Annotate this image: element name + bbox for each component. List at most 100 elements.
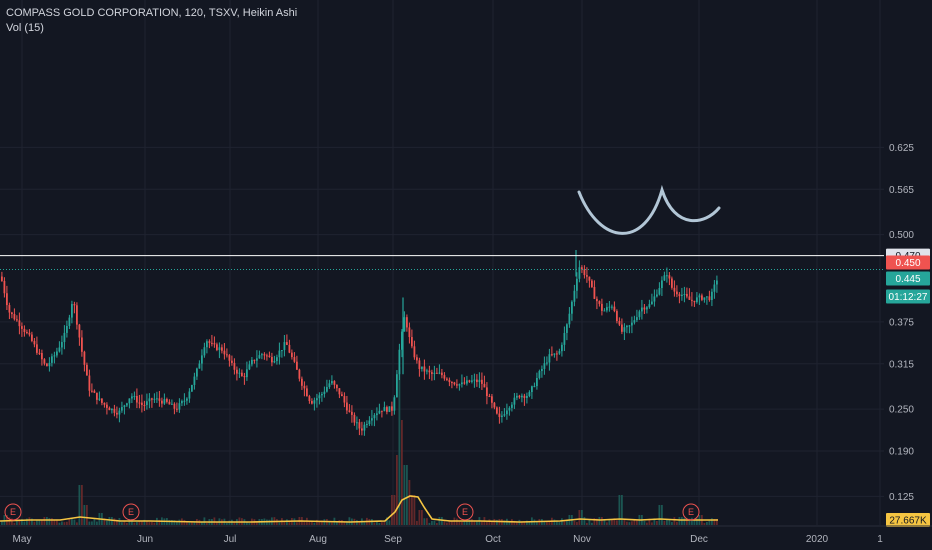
candle-body (473, 379, 476, 381)
candle-body (406, 317, 408, 328)
volume-bar (411, 495, 413, 525)
volume-bar (668, 519, 671, 525)
candle-body (303, 385, 306, 389)
candle-body (633, 320, 636, 323)
candle-body (236, 369, 238, 374)
volume-bar (386, 517, 388, 525)
candle-body (463, 382, 466, 384)
candle-body (231, 360, 233, 363)
volume-bar (431, 521, 433, 525)
volume-tag-bg (886, 513, 930, 527)
volume-bar (331, 522, 333, 525)
volume-legend[interactable]: Vol (15) (6, 22, 44, 34)
time-label: Nov (573, 534, 591, 545)
candle-body (576, 278, 578, 291)
drawing-overlays (0, 184, 884, 271)
volume-bar (171, 520, 173, 525)
candle-body (528, 392, 531, 396)
candle-body (193, 376, 196, 385)
candle-body (41, 353, 43, 360)
volume-bar (443, 521, 446, 525)
candle-body (73, 304, 76, 306)
candle-body (113, 408, 116, 413)
volume-bar (686, 520, 688, 525)
candle-body (423, 366, 426, 372)
candle-body (366, 423, 368, 425)
volume-bar (558, 522, 561, 525)
volume-bar (358, 521, 361, 525)
volume-bar (173, 520, 176, 525)
candle-body (46, 363, 48, 367)
candle-body (143, 405, 146, 407)
volume-bar (108, 517, 111, 525)
candle-body (451, 382, 453, 384)
volume-bar (286, 519, 288, 525)
volume-bar (336, 522, 338, 525)
candle-body (438, 372, 441, 374)
volume-bar (586, 522, 588, 525)
volume-bar (391, 495, 393, 525)
volume-bar (363, 522, 366, 525)
volume-bar (256, 521, 258, 525)
candle-body (623, 327, 626, 332)
earnings-marker (456, 503, 474, 521)
candle-body (663, 275, 666, 281)
candle-body (698, 295, 701, 298)
symbol-title[interactable]: COMPASS GOLD CORPORATION, 120, TSXV, Hei… (6, 7, 298, 19)
candle-body (38, 352, 41, 354)
candle-body (486, 387, 488, 397)
candle-body (248, 364, 251, 370)
candle-body (106, 404, 108, 408)
candle-body (201, 355, 203, 364)
candle-body (156, 398, 158, 400)
time-label: 2020 (806, 534, 829, 545)
candle-body (716, 280, 718, 285)
candle-body (521, 395, 523, 398)
volume-bar (618, 495, 621, 525)
candle-body (296, 361, 298, 370)
volume-bar (106, 520, 108, 525)
candle-body (583, 269, 586, 276)
volume-bar (556, 520, 558, 525)
volume-bar (403, 465, 406, 525)
candle-body (148, 398, 151, 402)
candle-body (356, 422, 358, 424)
candle-body (561, 344, 563, 352)
candle-body (466, 380, 468, 384)
candle-body (396, 374, 398, 398)
candle-body (31, 334, 33, 341)
candle-body (128, 398, 131, 404)
candle-body (51, 356, 53, 363)
price-axis[interactable]: 0.625 0.565 0.500 0.375 0.315 0.250 0.190 0.125… (886, 143, 930, 527)
volume-bar (76, 522, 78, 525)
volume-bar (23, 521, 26, 525)
volume-bar (481, 520, 483, 525)
volume-bar (278, 522, 281, 525)
candle-body (121, 407, 123, 411)
volume-bar (3, 515, 6, 525)
candle-body (131, 396, 133, 399)
candle-body (153, 398, 156, 400)
candle-body (101, 398, 103, 403)
volume-bar (653, 518, 656, 525)
volume-bar (521, 522, 523, 525)
candle-body (211, 342, 213, 344)
candle-body (616, 311, 618, 322)
candle-body (6, 293, 8, 306)
candle-body (81, 337, 83, 352)
volume-bar (648, 518, 651, 525)
candle-body (316, 398, 318, 401)
candle-body (203, 347, 206, 356)
candle-body (556, 353, 558, 355)
bar-countdown-tag: 01:12:27 (889, 292, 928, 303)
volume-bar (713, 519, 716, 525)
candle-body (196, 368, 198, 377)
candle-body (176, 408, 178, 410)
candle-body (646, 307, 648, 310)
candle-body (336, 384, 338, 389)
time-axis[interactable]: May Jun Jul Aug Sep Oct Nov Dec 2020 1 (0, 525, 932, 545)
candle-body (713, 284, 716, 292)
volume-bar (131, 519, 133, 525)
volume-bar (168, 520, 171, 525)
